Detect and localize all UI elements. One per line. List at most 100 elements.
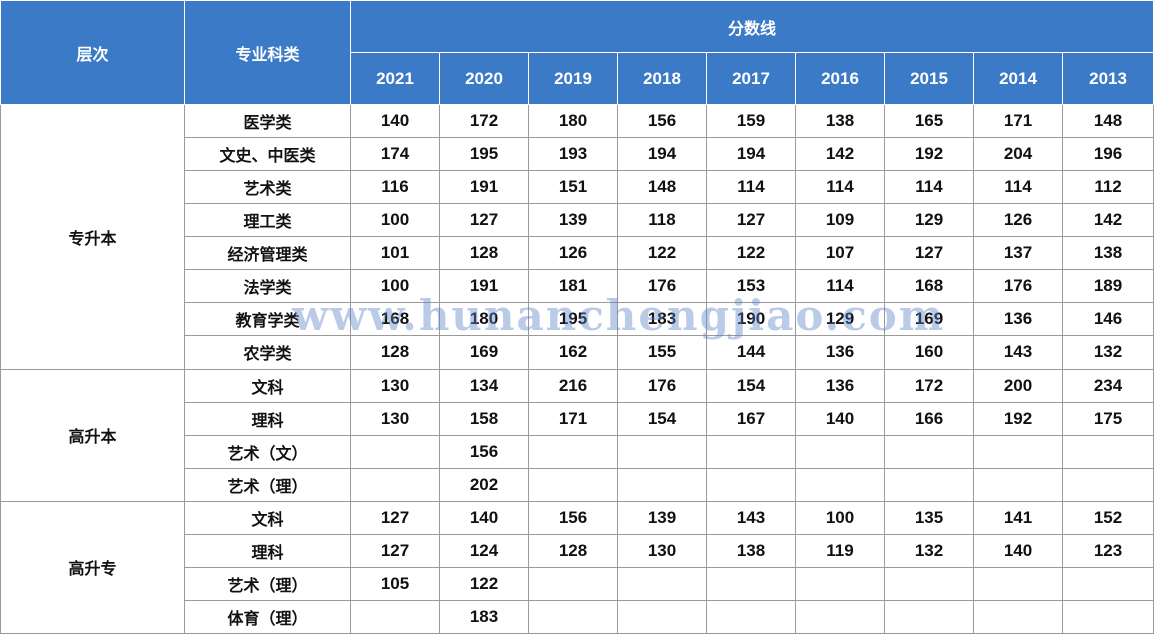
score-cell: 143: [973, 335, 1063, 370]
table-row: 艺术（理） 202: [1, 467, 1154, 502]
score-cell: 122: [706, 236, 796, 271]
score-cell: 139: [617, 500, 707, 535]
year-header: 2017: [706, 52, 796, 105]
score-cell: 109: [795, 203, 885, 238]
level-cell: 专升本: [0, 104, 185, 370]
score-cell: 132: [1061, 335, 1154, 370]
score-cell: 195: [439, 137, 529, 172]
score-cell: [973, 566, 1063, 601]
year-header: 2016: [795, 52, 885, 105]
score-cell: 136: [795, 335, 885, 370]
score-cell: [528, 566, 618, 601]
score-cell: 118: [617, 203, 707, 238]
year-header: 2015: [884, 52, 974, 105]
year-header: 2020: [439, 52, 529, 105]
score-cell: [617, 467, 707, 502]
score-cell: 174: [350, 137, 440, 172]
score-cell: [350, 599, 440, 635]
score-cell: 100: [350, 203, 440, 238]
score-cell: 127: [706, 203, 796, 238]
score-cell: 183: [439, 599, 529, 635]
category-cell: 经济管理类: [184, 236, 351, 271]
score-cell: 138: [706, 533, 796, 568]
score-cell: 146: [1061, 302, 1154, 337]
score-cell: 135: [884, 500, 974, 535]
category-cell: 艺术类: [184, 170, 351, 205]
table-body: 专升本 医学类 140 172 180 156 159 138 165 171 148 文史、中医类 1…: [0, 103, 1154, 635]
score-cell: 193: [528, 137, 618, 172]
score-cell: 114: [973, 170, 1063, 205]
category-cell: 艺术（理）: [184, 566, 351, 601]
year-header: 2019: [528, 52, 618, 105]
table-row: 体育（理） 183: [1, 599, 1154, 635]
score-cell: 122: [617, 236, 707, 271]
score-cell: 128: [439, 236, 529, 271]
score-cell: 166: [884, 401, 974, 436]
score-cell: 176: [973, 269, 1063, 304]
score-cell: 126: [528, 236, 618, 271]
category-header: 专业科类: [184, 0, 351, 105]
year-header: 2013: [1061, 52, 1154, 105]
score-cell: 176: [617, 368, 707, 403]
score-cell: 148: [617, 170, 707, 205]
score-cell: 165: [884, 103, 974, 139]
score-cell: [795, 467, 885, 502]
table-row: 高升专 文科 127 140 156 139 143 100 135 141 152: [0, 500, 1154, 635]
score-cell: 158: [439, 401, 529, 436]
score-cell: [1061, 599, 1154, 635]
score-cell: 127: [439, 203, 529, 238]
score-cell: 114: [795, 269, 885, 304]
score-cell: [1061, 566, 1154, 601]
score-cell: 171: [973, 103, 1063, 139]
score-cell: [884, 599, 974, 635]
table-row: 高升本 文科 130 134 216 176 154 136 172 200 234: [0, 368, 1154, 502]
score-cell: 192: [973, 401, 1063, 436]
category-cell: 医学类: [184, 103, 351, 139]
score-cell: [528, 434, 618, 469]
score-cell: 153: [706, 269, 796, 304]
score-cell: 129: [884, 203, 974, 238]
score-cell: 126: [973, 203, 1063, 238]
score-cell: [350, 467, 440, 502]
score-cell: 156: [439, 434, 529, 469]
table-row: 艺术（理） 105 122: [1, 566, 1154, 601]
score-cell: 137: [973, 236, 1063, 271]
score-cell: 114: [884, 170, 974, 205]
score-cell: 168: [350, 302, 440, 337]
score-cell: 204: [973, 137, 1063, 172]
category-cell: 文科: [184, 368, 351, 403]
score-cell: 172: [439, 103, 529, 139]
year-header: 2014: [973, 52, 1063, 105]
level-cell: 高升专: [0, 500, 185, 635]
score-cell: [617, 434, 707, 469]
score-cell: 200: [973, 368, 1063, 403]
score-cell: 180: [439, 302, 529, 337]
score-cell: 154: [617, 401, 707, 436]
score-cell: 128: [528, 533, 618, 568]
score-cell: 155: [617, 335, 707, 370]
score-cell: 169: [884, 302, 974, 337]
score-cell: 160: [884, 335, 974, 370]
score-cell: [706, 434, 796, 469]
category-cell: 法学类: [184, 269, 351, 304]
score-cell: 191: [439, 269, 529, 304]
score-cell: [884, 434, 974, 469]
score-cell: 144: [706, 335, 796, 370]
score-cell: 176: [617, 269, 707, 304]
score-cell: 119: [795, 533, 885, 568]
score-cell: 127: [884, 236, 974, 271]
score-cell: 154: [706, 368, 796, 403]
score-cell: 196: [1061, 137, 1154, 172]
score-cell: 172: [884, 368, 974, 403]
score-cell: 105: [350, 566, 440, 601]
score-cell: 216: [528, 368, 618, 403]
score-cell: 152: [1061, 500, 1154, 535]
score-cell: 183: [617, 302, 707, 337]
score-cell: 139: [528, 203, 618, 238]
score-cell: 129: [795, 302, 885, 337]
score-cell: 127: [350, 533, 440, 568]
table-row: 专升本 医学类 140 172 180 156 159 138 165 171 148: [0, 103, 1154, 370]
category-cell: 理工类: [184, 203, 351, 238]
category-cell: 艺术（理）: [184, 467, 351, 502]
